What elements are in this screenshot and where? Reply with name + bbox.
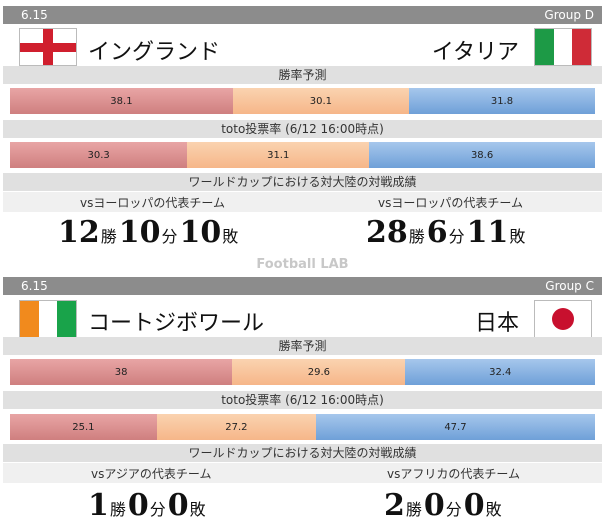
losses: 0	[463, 488, 485, 523]
losses: 0	[167, 488, 189, 523]
toto-bar: 25.1 27.2 47.7	[10, 414, 595, 440]
wins: 28	[366, 215, 408, 250]
draws: 0	[423, 488, 445, 523]
draws: 0	[127, 488, 149, 523]
wins: 1	[88, 488, 109, 523]
draws: 10	[118, 215, 161, 250]
group-label: Group D	[544, 8, 594, 22]
draws: 6	[426, 215, 448, 250]
toto-bar: 30.3 31.1 38.6	[10, 142, 595, 168]
england-flag	[19, 28, 77, 66]
losses: 10	[179, 215, 222, 250]
away-team-name: 日本	[474, 311, 519, 336]
home-vs-label: vsヨーロッパの代表チーム	[80, 196, 225, 210]
watermark: Football LAB	[256, 257, 349, 272]
home-record: 1勝0分0敗	[88, 488, 206, 523]
prediction-bar: 38 29.6 32.4	[10, 359, 595, 385]
away-vs-label: vsアフリカの代表チーム	[387, 467, 520, 481]
win-segment: 30.3	[10, 142, 188, 168]
wins: 2	[384, 488, 405, 523]
match-header: 6.15 Group D	[3, 6, 602, 24]
home-vs-label: vsアジアの代表チーム	[91, 467, 212, 481]
match-header: 6.15 Group C	[3, 277, 602, 295]
loss-segment: 32.4	[405, 359, 595, 385]
prediction-bar: 38.1 30.1 31.8	[10, 88, 595, 114]
match-date: 6.15	[21, 8, 48, 22]
japan-flag	[534, 300, 592, 338]
draw-segment: 27.2	[156, 414, 316, 440]
home-team-name: コートジボワール	[88, 311, 265, 336]
away-team-name: イタリア	[431, 40, 519, 65]
away-record: 28勝6分11敗	[366, 215, 526, 250]
loss-segment: 38.6	[369, 142, 595, 168]
worldcup-record-label: ワールドカップにおける対大陸の対戦成績	[3, 173, 602, 191]
away-record: 2勝0分0敗	[384, 488, 502, 523]
match-date: 6.15	[21, 279, 48, 293]
wins: 12	[58, 215, 100, 250]
prediction-label: 勝率予測	[3, 66, 602, 84]
draw-segment: 30.1	[232, 88, 409, 114]
vs-continent-row: vsヨーロッパの代表チーム vsヨーロッパの代表チーム	[3, 192, 602, 212]
away-vs-label: vsヨーロッパの代表チーム	[378, 196, 523, 210]
home-record: 12勝10分10敗	[58, 215, 239, 250]
prediction-label: 勝率予測	[3, 337, 602, 355]
draw-segment: 31.1	[187, 142, 370, 168]
win-segment: 38	[10, 359, 233, 385]
toto-label: toto投票率 (6/12 16:00時点)	[3, 120, 602, 138]
group-label: Group C	[545, 279, 594, 293]
worldcup-record-label: ワールドカップにおける対大陸の対戦成績	[3, 444, 602, 462]
win-segment: 38.1	[10, 88, 233, 114]
teams-row: イングランド イタリア	[3, 26, 602, 70]
ivory-coast-flag	[19, 300, 77, 338]
italy-flag	[534, 28, 592, 66]
loss-segment: 31.8	[408, 88, 595, 114]
toto-label: toto投票率 (6/12 16:00時点)	[3, 391, 602, 409]
losses: 11	[466, 215, 509, 250]
win-segment: 25.1	[10, 414, 157, 440]
draw-segment: 29.6	[232, 359, 406, 385]
teams-row: コートジボワール 日本	[3, 297, 602, 341]
loss-segment: 47.7	[315, 414, 595, 440]
home-team-name: イングランド	[88, 40, 221, 65]
vs-continent-row: vsアジアの代表チーム vsアフリカの代表チーム	[3, 463, 602, 483]
